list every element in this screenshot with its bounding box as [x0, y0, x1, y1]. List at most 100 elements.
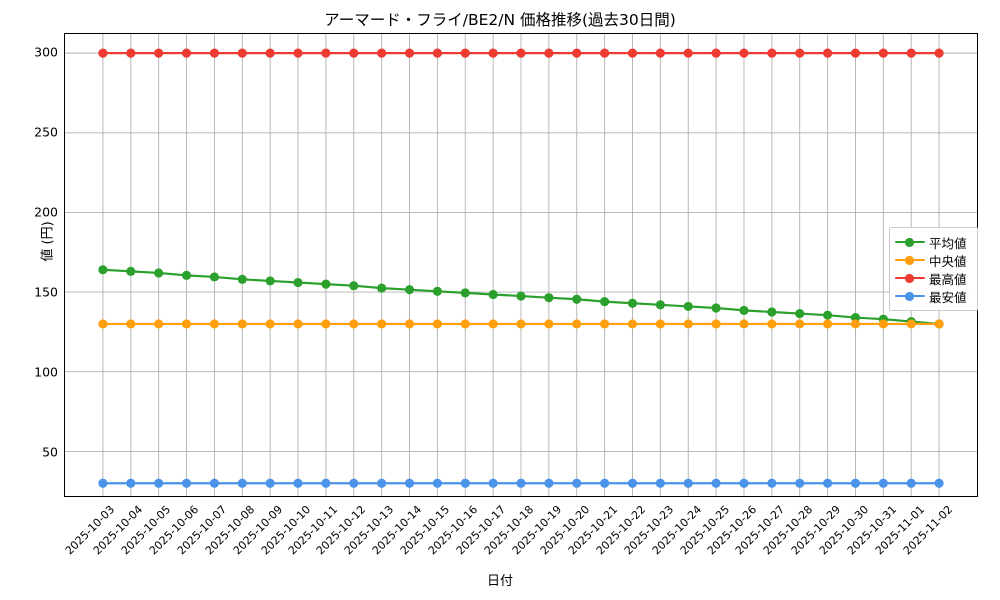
data-point-marker: [126, 319, 136, 329]
data-point-marker: [349, 48, 359, 58]
data-point-marker: [460, 478, 470, 488]
data-point-marker: [460, 288, 470, 298]
data-point-marker: [683, 301, 693, 312]
legend-label: 最高値: [929, 271, 967, 287]
data-point-marker: [321, 319, 331, 329]
data-point-marker: [934, 478, 944, 488]
data-point-marker: [906, 478, 916, 488]
data-point-marker: [516, 478, 526, 488]
data-point-marker: [98, 319, 108, 329]
data-point-marker: [377, 319, 387, 329]
data-point-marker: [627, 319, 638, 329]
data-point-marker: [404, 478, 415, 488]
data-point-marker: [209, 272, 219, 282]
data-point-marker: [683, 478, 693, 488]
data-point-marker: [572, 478, 582, 488]
data-point-marker: [823, 310, 833, 320]
data-point-marker: [265, 319, 275, 329]
data-point-marker: [767, 307, 777, 317]
data-point-marker: [906, 48, 916, 58]
data-point-marker: [237, 48, 247, 58]
data-point-marker: [600, 48, 610, 58]
plot-area: [64, 33, 978, 497]
data-point-marker: [683, 48, 693, 58]
chart-title: アーマード・フライ/BE2/N 価格推移(過去30日間): [324, 11, 676, 29]
data-point-marker: [739, 478, 749, 488]
data-point-marker: [293, 48, 303, 58]
data-point-marker: [126, 478, 136, 488]
data-point-marker: [795, 48, 805, 58]
data-point-marker: [154, 48, 164, 58]
data-point-marker: [98, 478, 108, 488]
legend-label: 中央値: [929, 253, 967, 269]
series-中央値: [98, 319, 944, 329]
data-point-marker: [265, 478, 275, 488]
data-point-marker: [711, 303, 721, 313]
y-axis-tick-labels: 50 100 150 200 250 300: [0, 33, 58, 497]
data-point-marker: [98, 265, 108, 275]
data-point-marker: [823, 319, 833, 329]
data-point-marker: [321, 48, 331, 58]
data-point-marker: [321, 478, 331, 488]
data-point-marker: [600, 478, 610, 488]
y-axis-tick-label: 250: [34, 124, 58, 140]
data-point-marker: [823, 48, 833, 58]
data-point-marker: [432, 319, 442, 329]
series-最安値: [98, 478, 944, 488]
data-point-marker: [209, 48, 219, 58]
data-point-marker: [600, 319, 610, 329]
legend-label: 最安値: [929, 289, 967, 305]
data-point-marker: [795, 478, 805, 488]
data-point-marker: [878, 48, 888, 58]
data-point-marker: [683, 319, 693, 329]
legend-marker-icon: [895, 253, 925, 267]
data-point-marker: [98, 48, 108, 58]
data-point-marker: [878, 319, 888, 329]
data-point-marker: [739, 48, 749, 58]
data-point-marker: [516, 319, 526, 329]
data-point-marker: [460, 48, 470, 58]
data-point-marker: [237, 274, 247, 284]
data-point-marker: [377, 48, 387, 58]
legend-item-中央値: 中央値: [895, 251, 971, 269]
data-point-marker: [432, 478, 442, 488]
data-point-marker: [544, 48, 554, 58]
data-point-marker: [349, 281, 359, 291]
chart-legend: 平均値中央値最高値最安値: [889, 227, 978, 311]
data-point-marker: [739, 305, 749, 315]
data-point-marker: [126, 48, 136, 58]
y-axis-tick-label: 300: [34, 44, 58, 60]
y-axis-tick-label: 200: [34, 204, 58, 220]
data-point-marker: [655, 478, 665, 488]
data-point-marker: [377, 283, 387, 293]
legend-label: 平均値: [929, 235, 967, 251]
data-point-marker: [627, 48, 638, 58]
data-point-marker: [627, 298, 638, 308]
data-point-marker: [488, 478, 498, 488]
data-point-marker: [934, 319, 944, 329]
data-point-marker: [711, 319, 721, 329]
series-最高値: [98, 48, 944, 58]
data-point-marker: [265, 276, 275, 286]
data-point-marker: [823, 478, 833, 488]
data-point-marker: [181, 319, 192, 329]
series-平均値: [98, 265, 944, 329]
data-point-marker: [209, 319, 219, 329]
y-axis-tick-label: 50: [42, 444, 58, 460]
data-point-marker: [293, 319, 303, 329]
data-point-marker: [209, 478, 219, 488]
data-point-marker: [767, 48, 777, 58]
data-point-marker: [237, 319, 247, 329]
data-point-marker: [349, 478, 359, 488]
legend-item-最高値: 最高値: [895, 269, 971, 287]
data-point-marker: [711, 478, 721, 488]
x-axis-tick-labels: 2025-10-03 2025-10-04 2025-10-05 2025-10-06…: [63, 497, 978, 577]
data-point-marker: [181, 478, 192, 488]
data-point-marker: [767, 478, 777, 488]
legend-marker-icon: [895, 235, 925, 249]
data-point-marker: [934, 48, 944, 58]
data-point-marker: [906, 319, 916, 329]
x-axis-label: 日付: [486, 574, 513, 589]
data-point-marker: [655, 48, 665, 58]
